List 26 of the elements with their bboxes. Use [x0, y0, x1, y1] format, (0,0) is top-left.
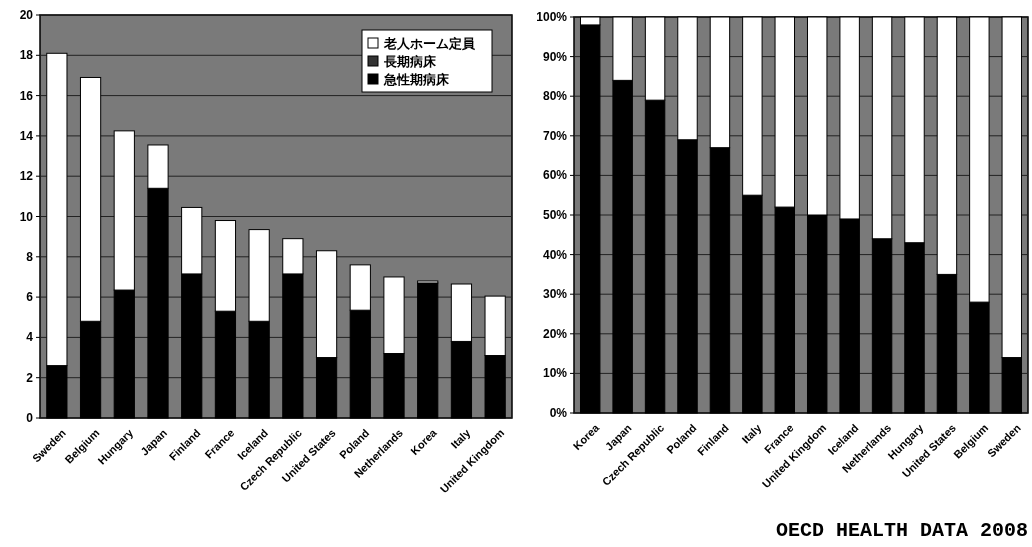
y-tick-label: 10	[19, 209, 34, 224]
y-tick-label: 100%	[536, 10, 568, 24]
y-tick-label: 18	[19, 48, 34, 63]
y-tick-label: 8	[26, 249, 34, 264]
legend-label: 急性期病床	[383, 71, 450, 87]
y-tick-label: 0%	[549, 406, 568, 420]
legend-label: 老人ホーム定員	[383, 35, 476, 51]
y-tick-label: 80%	[542, 89, 568, 104]
y-tick-label: 16	[19, 88, 34, 103]
y-tick-label: 90%	[542, 49, 568, 64]
y-tick-label: 12	[19, 169, 34, 184]
y-tick-label: 6	[26, 290, 34, 305]
legend-label: 長期病床	[383, 53, 437, 69]
text: OECD HEALTH DATA 2008	[775, 519, 1028, 542]
y-tick-label: 14	[19, 128, 34, 143]
y-tick-label: 40%	[542, 247, 568, 262]
y-tick-label: 50%	[542, 208, 568, 222]
y-tick-label: 70%	[542, 128, 568, 143]
y-tick-label: 4	[26, 330, 34, 345]
y-tick-label: 30%	[542, 287, 568, 302]
y-tick-label: 60%	[542, 168, 568, 183]
y-tick-label: 0	[26, 411, 34, 425]
y-tick-label: 10%	[542, 366, 568, 381]
y-tick-label: 2	[26, 370, 34, 385]
y-tick-label: 20%	[542, 326, 568, 341]
y-tick-label: 20	[19, 8, 34, 22]
